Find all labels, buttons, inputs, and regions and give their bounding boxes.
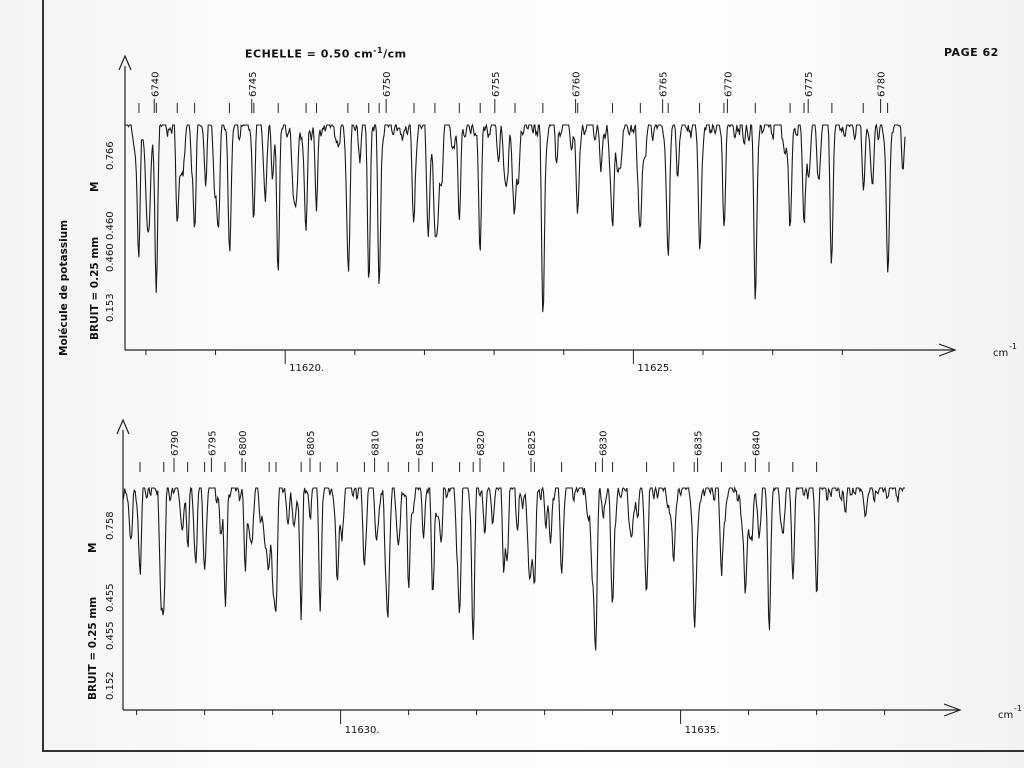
x-axis-arrow	[938, 343, 957, 357]
scale-letter: M	[89, 182, 101, 192]
scale-unit: /cm	[383, 47, 407, 61]
line-number-label: 6770	[723, 72, 734, 97]
line-number-label: 6830	[598, 431, 609, 456]
line-number-label: 6820	[476, 431, 487, 456]
x-unit-label: cm	[998, 710, 1013, 721]
spectrum-panel-top: 11620. 11625. cm-1 BRUIT = 0.25 mm M 0.766 0.4…	[89, 54, 1017, 374]
scale-label: ECHELLE = 0.50 cm	[245, 47, 374, 61]
noise-label: BRUIT = 0.25 mm	[89, 237, 101, 340]
scale-header: ECHELLE = 0.50 cm-1/cm	[245, 46, 407, 61]
x-axis-arrow	[943, 703, 962, 717]
y-tick-label: 0.460	[105, 243, 116, 272]
y-tick-label: 0.455	[105, 621, 116, 650]
line-number-label: 6805	[306, 431, 317, 456]
side-title: Molécule de potassium	[58, 220, 70, 356]
y-tick-label: 0.455	[105, 583, 116, 612]
spectrum-trace	[125, 123, 906, 313]
line-number-label: 6800	[238, 431, 249, 456]
line-number-label: 6755	[491, 72, 502, 97]
scale-sup: -1	[373, 46, 384, 55]
line-number-label: 6795	[207, 431, 218, 456]
line-number-label: 6750	[382, 72, 393, 97]
y-tick-label: 0.758	[105, 511, 116, 540]
noise-label: BRUIT = 0.25 mm	[87, 597, 99, 700]
x-unit-sup: -1	[1014, 704, 1022, 713]
page-frame-left	[42, 0, 44, 752]
line-number-label: 6775	[804, 72, 815, 97]
y-tick-label: 0.460	[105, 211, 116, 240]
line-number-label: 6760	[572, 72, 583, 97]
x-tick-label: 11630.	[345, 725, 380, 736]
y-tick-label: 0.152	[105, 671, 116, 700]
line-number-label: 6790	[170, 431, 181, 456]
line-number-label: 6740	[150, 72, 161, 97]
page-number: PAGE 62	[944, 46, 999, 59]
spectrum-panel-bottom: 11630. 11635. cm-1 BRUIT = 0.25 mm M 0.758 0.4…	[87, 418, 1022, 736]
x-tick-label: 11625.	[637, 363, 672, 374]
line-number-label: 6835	[694, 431, 705, 456]
y-tick-label: 0.153	[105, 293, 116, 322]
y-axis-arrow	[118, 54, 132, 71]
line-number-label: 6825	[527, 431, 538, 456]
spectrum-trace	[122, 485, 905, 651]
x-tick-label: 11635.	[685, 725, 720, 736]
y-tick-label: 0.766	[105, 141, 116, 170]
line-number-label: 6815	[415, 431, 426, 456]
line-number-label: 6840	[751, 431, 762, 456]
line-number-label: 6745	[248, 72, 259, 97]
x-unit-sup: -1	[1009, 342, 1017, 351]
x-tick-label: 11620.	[289, 363, 324, 374]
x-unit-label: cm	[993, 348, 1008, 359]
y-axis-arrow	[116, 418, 130, 435]
line-number-label: 6780	[877, 72, 888, 97]
line-number-label: 6765	[659, 72, 670, 97]
page-frame-bottom	[42, 750, 1024, 752]
line-number-label: 6810	[371, 431, 382, 456]
scale-letter: M	[87, 543, 99, 553]
